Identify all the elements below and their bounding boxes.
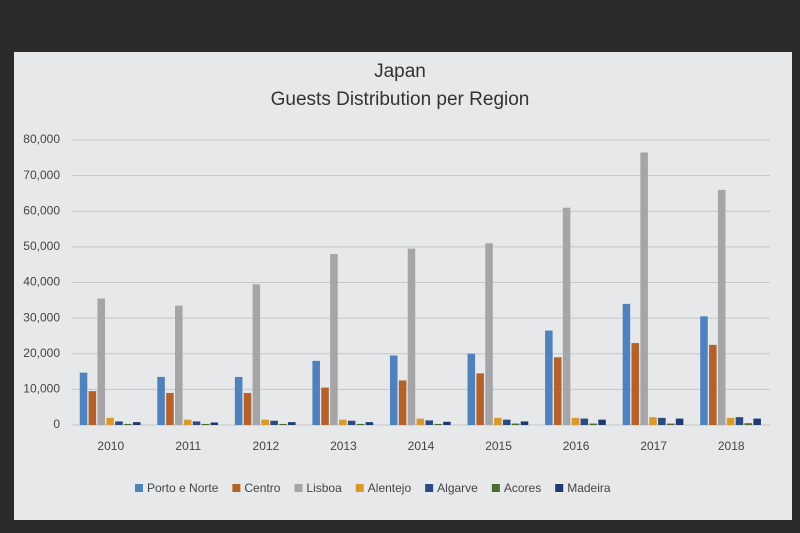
legend-label: Alentejo	[368, 481, 412, 495]
bar	[389, 355, 398, 425]
bar	[365, 422, 374, 425]
legend-swatch	[491, 484, 500, 492]
bar	[494, 417, 502, 425]
bar	[79, 372, 88, 425]
bar	[598, 419, 606, 425]
legend-label: Algarve	[437, 481, 478, 495]
bar	[520, 421, 529, 425]
bar	[166, 392, 174, 425]
legend-label: Acores	[504, 481, 541, 495]
legend-swatch	[135, 484, 143, 492]
x-tick-label: 2016	[563, 439, 590, 453]
bar	[511, 423, 520, 425]
bar	[443, 421, 451, 425]
bar	[467, 353, 476, 425]
bar	[562, 207, 571, 425]
bar	[261, 419, 269, 425]
legend-swatch	[232, 484, 241, 492]
legend-swatch	[555, 484, 564, 492]
legend-label: Lisboa	[306, 481, 342, 495]
bar	[658, 417, 666, 425]
x-tick-label: 2010	[97, 439, 124, 453]
bar	[407, 248, 416, 425]
x-tick-label: 2014	[408, 439, 435, 453]
bar	[700, 316, 708, 425]
y-tick-label: 60,000	[23, 203, 60, 217]
bar	[580, 418, 589, 425]
bar	[312, 360, 320, 425]
bar	[97, 298, 106, 425]
y-tick-label: 70,000	[23, 168, 60, 182]
bar	[571, 417, 580, 425]
legend-swatch	[355, 484, 364, 492]
bar	[252, 284, 261, 425]
bar	[717, 189, 726, 425]
x-tick-label: 2015	[485, 439, 512, 453]
bar	[416, 418, 425, 425]
slide	[14, 52, 792, 520]
bar	[476, 373, 484, 425]
bar	[270, 420, 278, 425]
y-tick-label: 50,000	[23, 239, 60, 253]
bar	[347, 420, 356, 425]
bar	[425, 420, 433, 425]
y-tick-label: 10,000	[23, 382, 60, 396]
y-tick-label: 40,000	[23, 275, 60, 289]
bar	[753, 418, 761, 425]
legend-label: Madeira	[567, 481, 611, 495]
bar	[243, 392, 252, 425]
bar	[649, 417, 657, 425]
chart-title: Japan	[374, 61, 426, 82]
x-tick-label: 2011	[175, 439, 201, 453]
bar	[709, 344, 717, 425]
bar	[175, 305, 183, 425]
bar	[288, 422, 296, 425]
bar	[132, 422, 141, 425]
bar	[356, 423, 365, 425]
bar	[398, 380, 407, 425]
bar	[279, 423, 287, 425]
bar	[622, 303, 631, 425]
bar	[553, 357, 562, 425]
bar	[631, 343, 640, 425]
legend-label: Porto e Norte	[147, 481, 219, 495]
bar	[726, 417, 735, 425]
bar	[434, 423, 442, 425]
y-tick-label: 30,000	[23, 310, 60, 324]
bar	[106, 417, 114, 425]
x-tick-label: 2013	[330, 439, 357, 453]
bar	[339, 419, 347, 425]
bar	[183, 419, 192, 425]
bar	[502, 419, 511, 425]
bar	[124, 423, 132, 425]
chart-subtitle: Guests Distribution per Region	[271, 89, 530, 110]
x-tick-label: 2017	[640, 439, 667, 453]
y-tick-label: 80,000	[23, 132, 60, 146]
bar	[192, 421, 201, 425]
bar	[589, 423, 597, 425]
bar	[675, 418, 684, 425]
bar	[485, 243, 493, 425]
y-tick-label: 0	[53, 417, 60, 431]
bar	[321, 387, 329, 425]
x-tick-label: 2018	[718, 439, 745, 453]
bar	[330, 254, 338, 425]
bar	[666, 423, 675, 425]
legend-label: Centro	[244, 481, 280, 495]
bar	[640, 152, 648, 425]
bar	[234, 376, 243, 425]
y-tick-label: 20,000	[23, 346, 60, 360]
bar	[545, 330, 553, 425]
legend-swatch	[425, 484, 434, 492]
bar	[115, 421, 123, 425]
bar	[88, 391, 97, 425]
bar	[744, 423, 753, 425]
bar	[210, 422, 219, 425]
legend-swatch	[294, 484, 303, 492]
bar	[157, 376, 165, 425]
x-tick-label: 2012	[253, 439, 280, 453]
bar	[201, 423, 210, 425]
bar	[735, 417, 744, 425]
